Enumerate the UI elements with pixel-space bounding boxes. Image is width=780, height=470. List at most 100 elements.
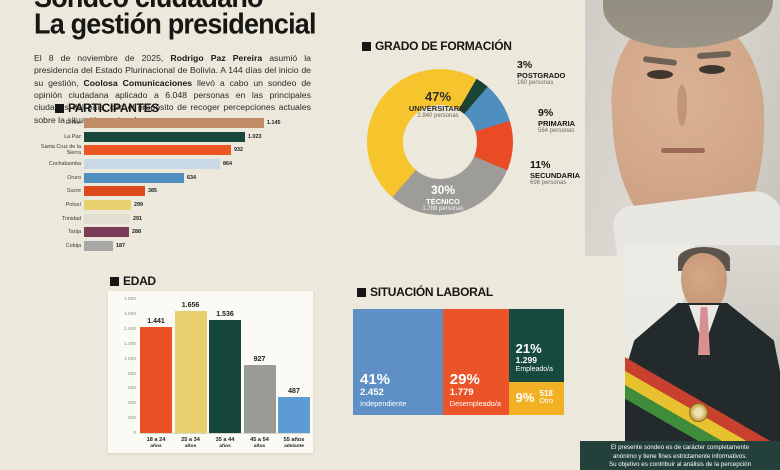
age-x-axis: 18 a 24 años 25 a 34 años 35 a 44 años 45 a 54… [140, 437, 310, 449]
participant-value: 1.145 [267, 119, 281, 126]
age-bar [140, 327, 172, 433]
donut-name: SECUNDARIA [530, 171, 581, 181]
participant-row: Santa Cruz de la Sierra 932 [34, 143, 314, 157]
age-bar-column: 487 [278, 300, 310, 433]
participant-value: 932 [234, 147, 243, 154]
age-y-axis: 1.800 1.600 1.400 1.200 1.000 800 600 400 200 0 [110, 297, 136, 437]
age-bar-value: 927 [253, 356, 266, 363]
age-bar [243, 365, 276, 433]
intro-text: El 8 de noviembre de 2025, [34, 52, 171, 63]
participant-bar [84, 241, 113, 252]
age-axis-tick: 800 [127, 371, 136, 377]
sash-emblem-icon [689, 403, 708, 422]
participant-row: Potosí 299 [34, 198, 314, 212]
participant-row: Oruro 634 [34, 171, 314, 185]
participant-city-label: Santa Cruz de la Sierra [40, 144, 81, 157]
donut-pct: 9% [538, 107, 554, 119]
age-bar [278, 397, 310, 433]
labor-block-desempleado: 29% 1.779 Desempleado/a [442, 309, 509, 415]
nose-illustration [677, 84, 687, 126]
participants-heading-label: PARTICIPANTES [68, 101, 159, 115]
age-axis-tick: 200 [127, 416, 136, 422]
participant-value: 299 [134, 201, 143, 208]
participant-bar [84, 186, 145, 197]
labor-label: Otro [539, 398, 554, 406]
age-bar-column: 1.441 [140, 300, 172, 433]
age-category-label: 55 años adelante [278, 437, 310, 449]
tie-illustration [698, 307, 710, 355]
labor-value: 1.299 [515, 354, 537, 365]
disclaimer-line: Su objetivo es contribuir al análisis de… [608, 461, 752, 469]
age-bar [209, 320, 241, 433]
section-marker-icon [362, 41, 371, 51]
labor-chart: 41% 2.452 Independiente 29% 1.779 Desemp… [353, 309, 565, 415]
participant-city-label: Potosí [65, 201, 81, 208]
participant-bar [84, 227, 129, 238]
participant-value: 187 [116, 243, 125, 250]
participant-value: 1.023 [248, 133, 262, 140]
age-axis-tick: 1.400 [123, 326, 136, 332]
labor-value: 518 [539, 389, 553, 399]
section-marker-icon [357, 287, 366, 297]
donut-persons: 160 personas [517, 80, 554, 87]
donut-persons: 2.840 personas [417, 112, 459, 119]
age-axis-tick: 1.600 [123, 311, 136, 317]
labor-heading-label: SITUACIÓN LABORAL [370, 285, 493, 299]
participant-city-label: Cobija [65, 243, 81, 250]
donut-label-postgrado: 3% POSTGRADO 160 personas [517, 59, 565, 88]
participants-heading: PARTICIPANTES [55, 101, 159, 115]
participant-bar [84, 172, 184, 183]
participant-city-label: La Paz [64, 133, 81, 140]
age-axis-tick: 1.200 [123, 341, 136, 347]
participant-value: 288 [132, 229, 141, 236]
age-axis-tick: 600 [127, 386, 136, 392]
age-bar-value: 487 [288, 388, 300, 395]
participant-bar [84, 213, 130, 224]
labor-block-empleado: 21% 1.299 Empleado/a [508, 309, 565, 382]
donut-persons: 1.788 personas [422, 205, 464, 212]
participant-row: Cobija 187 [34, 239, 314, 253]
age-bar-column: 1.536 [209, 300, 241, 433]
labor-label: Independiente [360, 398, 407, 408]
labor-pct: 9% [515, 390, 535, 406]
age-bar-value: 1.441 [147, 318, 165, 325]
participant-bar [84, 199, 131, 210]
participant-bar [84, 158, 220, 169]
donut-pct: 47% [424, 89, 452, 104]
labor-label: Empleado/a [515, 365, 554, 373]
age-category-line1: 35 a 44 [215, 437, 235, 443]
participant-row: El Alto 1.145 [34, 116, 314, 130]
donut-name: TÉCNICO [426, 196, 460, 206]
labor-pct: 41% [360, 371, 391, 389]
age-heading-label: EDAD [123, 274, 156, 288]
participant-row: Sucre 385 [34, 184, 314, 198]
age-category-line1: 45 a 54 [250, 437, 269, 443]
participant-city-label: Sucre [66, 188, 81, 195]
donut-name: UNIVERSITARIO [408, 103, 468, 113]
education-heading: GRADO DE FORMACIÓN [362, 39, 512, 53]
age-category-line1: 25 a 34 [181, 437, 200, 443]
participant-city-label: El Alto [65, 119, 81, 126]
participant-city-label: Trinidad [61, 215, 81, 222]
intro-bold-name: Rodrigo Paz Pereira [170, 52, 263, 63]
age-category-line2: años [184, 443, 197, 449]
participant-city-label: Cochabamba [48, 160, 81, 167]
intro-text: asumió la presidencia del Estado Plurina… [34, 52, 311, 88]
education-heading-label: GRADO DE FORMACIÓN [375, 39, 512, 53]
president-closeup-photo [585, 0, 780, 256]
donut-name: PRIMARIA [538, 119, 576, 129]
age-category-line2: años [150, 443, 162, 449]
mouth-illustration [661, 148, 705, 153]
eye-illustration [699, 65, 725, 74]
age-heading: EDAD [110, 274, 156, 288]
labor-pct: 21% [515, 341, 542, 357]
age-axis-tick: 1.800 [123, 297, 136, 302]
age-category-label: 45 a 54 años [244, 437, 276, 449]
president-portrait-photo [625, 245, 780, 470]
participant-value: 634 [187, 174, 196, 181]
age-category-line1: 55 años [283, 437, 305, 443]
age-category-label: 18 a 24 años [140, 437, 172, 449]
participant-bar [84, 131, 245, 142]
page-title-line1: Sondeo ciudadano [34, 0, 316, 12]
eye-illustration [647, 70, 673, 79]
